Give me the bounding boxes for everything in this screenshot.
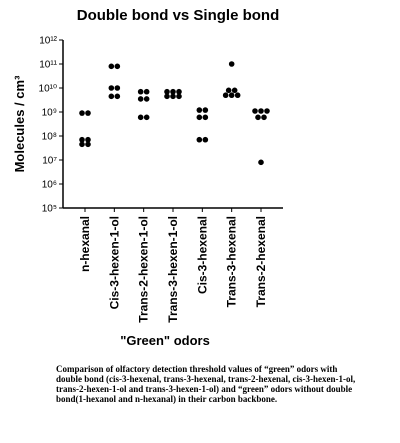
data-point [137, 114, 144, 121]
data-point [79, 110, 85, 116]
x-axis-label: "Green" odors [120, 333, 210, 348]
figure-caption: Comparison of olfactory detection thresh… [56, 364, 356, 404]
data-point [137, 88, 144, 95]
data-point [85, 136, 91, 143]
data-point [164, 88, 170, 95]
data-point [228, 61, 235, 67]
plot-area: 10⁵ 10⁶ 10⁷ 10⁸ 10⁹ 10¹⁰ 10¹¹ 10¹² n-hexanal Cis-… [39, 36, 283, 323]
data-point [252, 108, 258, 114]
x-tick-label: Trans-2-hexenal [254, 216, 268, 307]
x-tick-label: Cis-3-hexenal [195, 216, 209, 294]
x-tick-label: Trans-2-hexen-1-ol [137, 216, 151, 323]
data-point [196, 107, 203, 113]
data-point [202, 136, 209, 143]
data-point [79, 136, 85, 143]
data-point [85, 110, 91, 116]
y-tick-label: 10¹⁰ [39, 84, 57, 95]
data-point [264, 108, 270, 114]
data-point [258, 108, 264, 114]
chart-title: Double bond vs Single bond [77, 7, 280, 24]
data-point [261, 114, 267, 121]
x-tick-label: n-hexanal [78, 216, 92, 272]
data-point [164, 93, 170, 100]
data-point [108, 85, 115, 91]
y-tick-label: 10⁸ [42, 132, 57, 143]
y-tick-label: 10⁷ [42, 156, 57, 167]
data-point [85, 141, 91, 148]
data-point [170, 88, 176, 95]
data-point [114, 93, 121, 100]
y-axis-label: Molecules / cm³ [12, 75, 27, 172]
x-tick-label: Trans-3-hexenal [225, 216, 239, 307]
data-point [202, 107, 209, 113]
data-point [176, 88, 182, 95]
data-point [79, 141, 85, 148]
data-point [255, 114, 261, 121]
data-point [108, 63, 115, 70]
data-point [170, 93, 176, 100]
y-tick-label: 10¹¹ [39, 60, 57, 71]
data-point [234, 92, 241, 99]
data-point [114, 85, 121, 91]
data-point [202, 114, 209, 121]
data-point [225, 87, 232, 94]
x-tick-label: Cis-3-hexen-1-ol [107, 216, 121, 309]
data-point [108, 93, 115, 100]
y-tick-label: 10¹² [39, 36, 57, 47]
data-point [143, 96, 150, 102]
y-tick-label: 10⁶ [42, 180, 57, 191]
data-point [231, 87, 238, 94]
data-point [143, 88, 150, 95]
data-point [196, 136, 203, 143]
y-tick-label: 10⁹ [42, 108, 57, 119]
data-point [258, 159, 264, 166]
data-point [222, 92, 229, 99]
data-point [143, 114, 150, 121]
x-tick-label: Trans-3-hexen-1-ol [166, 216, 180, 323]
data-point [228, 92, 235, 99]
chart: Double bond vs Single bond Molecules / c… [12, 7, 283, 348]
data-point [176, 93, 182, 100]
y-tick-label: 10⁵ [42, 204, 57, 215]
data-point [114, 63, 121, 70]
data-point [137, 96, 144, 102]
data-point [196, 114, 203, 121]
